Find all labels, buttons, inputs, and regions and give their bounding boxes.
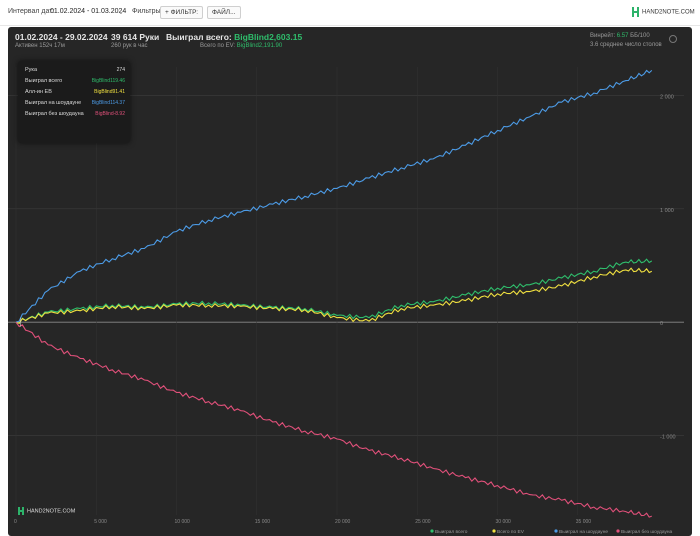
ev-label: Всего по EV:: [200, 43, 236, 49]
legend-label: Выиграл всего: [435, 529, 468, 535]
filters-label: Фильтры:: [132, 8, 163, 15]
y-tick-label: 1 000: [660, 208, 674, 214]
y-tick-label: -1 000: [660, 435, 676, 441]
logo-icon: [632, 7, 639, 17]
legend-swatch: [554, 529, 558, 533]
hover-tooltip: Рука 274 Выиграл всего BigBlind119.46 Ал…: [18, 61, 130, 143]
settings-icon[interactable]: [669, 35, 677, 43]
ev-value: BigBlind2,191.90: [236, 43, 283, 49]
x-tick-label: 20 000: [335, 519, 351, 525]
tooltip-row: Алл-ин EB BigBlind91.41: [25, 89, 125, 99]
graph-panel: 2 000 1 000 0 -1 000 0 5 000 10 000 15 000 20 00…: [8, 27, 692, 536]
tooltip-hand-value: 274: [116, 67, 125, 73]
series-line: [15, 258, 653, 324]
tooltip-row-label: Выиграл без шоудауна: [25, 111, 84, 117]
legend-swatch: [430, 529, 434, 533]
won-total: Выиграл всего: BigBlind2,603.15: [166, 32, 302, 42]
tooltip-row-label: Алл-ин EB: [25, 89, 52, 95]
winrate-suffix: ББ/100: [630, 33, 650, 39]
tooltip-row-label: Выиграл на шоудауне: [25, 100, 82, 106]
tooltip-row-value: BigBlind91.41: [94, 89, 125, 95]
tooltip-row: Выиграл всего BigBlind119.46: [25, 78, 125, 88]
y-tick-label: 2 000: [660, 94, 674, 100]
active-time: Активен 152ч 17м: [15, 43, 65, 49]
tooltip-row-label: Выиграл всего: [25, 78, 63, 84]
interval-select[interactable]: 01.02.2024 - 01.03.2024: [50, 8, 127, 15]
winrate-label: Винрейт:: [590, 33, 616, 39]
logo-icon: [18, 507, 24, 515]
chevron-down-icon[interactable]: ⌄: [118, 9, 124, 16]
x-tick-label: 35 000: [576, 519, 592, 525]
watermark-text: HAND2NOTE.COM: [27, 508, 76, 515]
interval-label: Интервал дат:: [8, 8, 55, 15]
ev-total: Всего по EV: BigBlind2,191.90: [200, 43, 282, 49]
x-tick-label: 5 000: [94, 519, 107, 525]
legend-label: Всего по EV: [497, 529, 525, 535]
add-filter-button[interactable]: + ФИЛЬТР:: [160, 6, 204, 19]
series-line: [15, 267, 653, 324]
legend-label: Выиграл на шоудауне: [559, 529, 608, 535]
series-line: [15, 321, 652, 518]
tooltip-row-value: BigBlind-8.92: [95, 111, 125, 117]
won-total-value: BigBlind2,603.15: [234, 32, 303, 42]
winrate-value: 6.57: [616, 33, 629, 39]
logo-text: HAND2NOTE.COM: [642, 9, 695, 16]
avg-tables: 3.6 среднее число столов: [590, 42, 662, 48]
tooltip-row-value: BigBlind114.37: [91, 100, 125, 106]
x-tick-label: 0: [14, 519, 17, 525]
date-range: 01.02.2024 - 29.02.2024: [15, 32, 108, 42]
logo: HAND2NOTE.COM: [632, 7, 695, 17]
x-tick-label: 15 000: [255, 519, 271, 525]
legend-label: Выиграл без шоудауна: [621, 529, 672, 535]
top-toolbar: Интервал дат: 01.02.2024 - 01.03.2024 ⌄ …: [0, 0, 700, 26]
tooltip-hand-row: Рука 274: [25, 67, 125, 77]
x-tick-label: 25 000: [415, 519, 431, 525]
x-tick-label: 30 000: [496, 519, 512, 525]
hands-count: 39 614 Руки: [111, 32, 160, 42]
hands-per-hour: 260 рук в час: [111, 43, 148, 49]
legend-swatch: [492, 529, 496, 533]
winrate: Винрейт: 6.57 ББ/100: [590, 33, 650, 39]
won-total-label: Выиграл всего:: [166, 32, 232, 42]
tooltip-row-value: BigBlind119.46: [91, 78, 125, 84]
file-button[interactable]: ФАЙЛ...: [207, 6, 241, 19]
series-line: [15, 69, 653, 323]
y-tick-label: 0: [660, 321, 663, 327]
tooltip-hand-label: Рука: [25, 67, 38, 73]
x-tick-label: 10 000: [175, 519, 191, 525]
tooltip-row: Выиграл без шоудауна BigBlind-8.92: [25, 111, 125, 121]
watermark-logo: HAND2NOTE.COM: [18, 507, 75, 515]
tooltip-row: Выиграл на шоудауне BigBlind114.37: [25, 100, 125, 110]
legend-swatch: [616, 529, 620, 533]
